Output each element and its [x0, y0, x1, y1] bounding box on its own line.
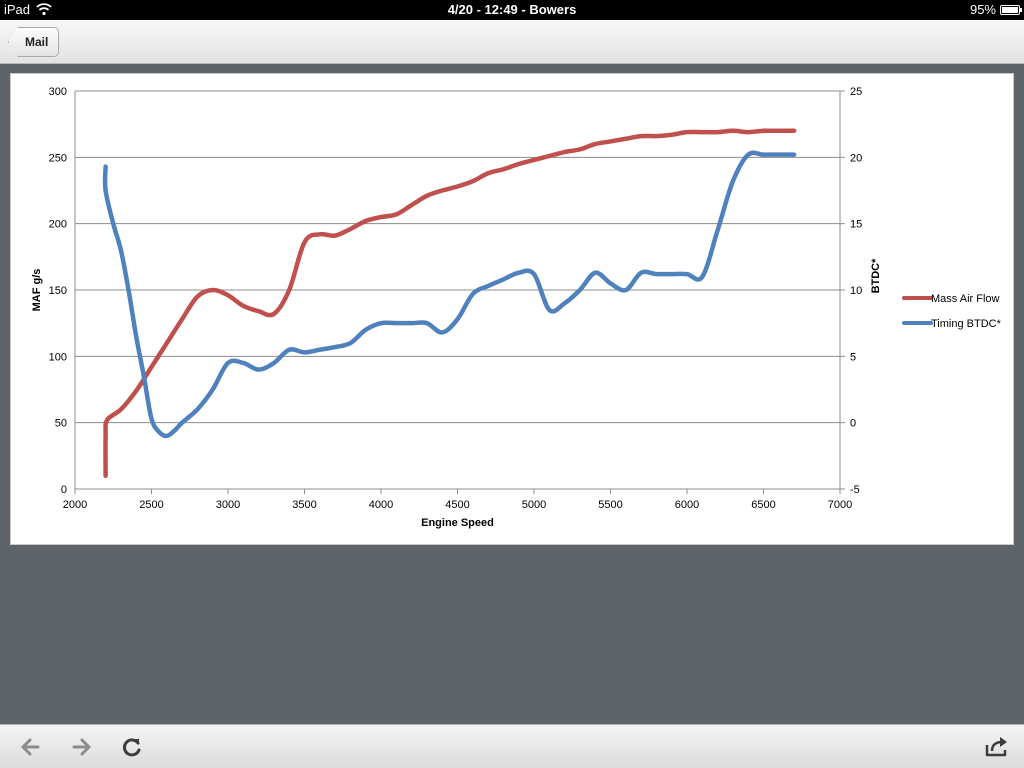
legend-label: Mass Air Flow	[931, 293, 1000, 305]
device-name: iPad	[4, 2, 31, 17]
x-tick-label: 6000	[675, 499, 699, 511]
x-tick-label: 4000	[369, 499, 393, 511]
x-tick-label: 2500	[139, 499, 163, 511]
x-tick-label: 4500	[445, 499, 469, 511]
y-tick-label: 150	[49, 285, 67, 297]
line-chart: 0 50 100 150 200 250 300 -5 0 5 10 15 20 25 2000 2500 30…	[31, 86, 1002, 529]
y2-tick-label: 20	[850, 152, 862, 164]
share-icon[interactable]	[982, 733, 1012, 761]
y2-tick-label: 5	[850, 351, 856, 363]
y2-tick-label: -5	[850, 484, 860, 496]
mail-back-button[interactable]: Mail	[8, 27, 60, 57]
y2-tick-label: 0	[850, 418, 856, 430]
series-line-timing-btdc	[102, 150, 797, 439]
wifi-icon	[36, 2, 52, 19]
y-tick-label: 200	[49, 219, 67, 231]
status-bar: iPad 4/20 - 12:49 - Bowers 95%	[0, 0, 1024, 20]
legend: Mass Air Flow Timing BTDC*	[902, 293, 1002, 330]
x-axis-title: Engine Speed	[421, 517, 494, 529]
gridlines	[75, 90, 840, 490]
y-axis-title: MAF g/s	[31, 269, 43, 312]
axes: 0 50 100 150 200 250 300 -5 0 5 10 15 20 25 2000 2500 30…	[31, 86, 882, 529]
y2-tick-label: 10	[850, 285, 862, 297]
y2-axis-title: BTDC*	[870, 258, 882, 294]
arrow-right-icon[interactable]	[66, 733, 96, 761]
series	[102, 128, 797, 478]
y-tick-label: 100	[49, 351, 67, 363]
arrow-left-icon[interactable]	[16, 733, 46, 761]
x-tick-label: 3500	[292, 499, 316, 511]
x-tick-label: 5500	[598, 499, 622, 511]
y-tick-label: 0	[61, 484, 67, 496]
legend-label: Timing BTDC*	[931, 318, 1002, 330]
bottom-toolbar	[0, 724, 1024, 768]
y-tick-label: 50	[55, 418, 67, 430]
battery-percentage: 95%	[969, 2, 996, 17]
y2-tick-label: 25	[850, 86, 862, 98]
x-tick-label: 2000	[63, 499, 87, 511]
navigation-bar: Mail	[0, 20, 1024, 64]
x-tick-label: 3000	[216, 499, 240, 511]
y2-tick-label: 15	[850, 219, 862, 231]
x-tick-label: 6500	[751, 499, 775, 511]
reload-icon[interactable]	[117, 733, 147, 761]
x-tick-label: 5000	[522, 499, 546, 511]
y-tick-label: 300	[49, 86, 67, 98]
x-tick-label: 7000	[828, 499, 852, 511]
battery-icon	[1000, 5, 1022, 15]
chart-image: 0 50 100 150 200 250 300 -5 0 5 10 15 20 25 2000 2500 30…	[10, 73, 1014, 545]
status-title: 4/20 - 12:49 - Bowers	[447, 2, 577, 17]
series-line-mass-air-flow	[103, 128, 797, 478]
y-tick-label: 250	[49, 152, 67, 164]
